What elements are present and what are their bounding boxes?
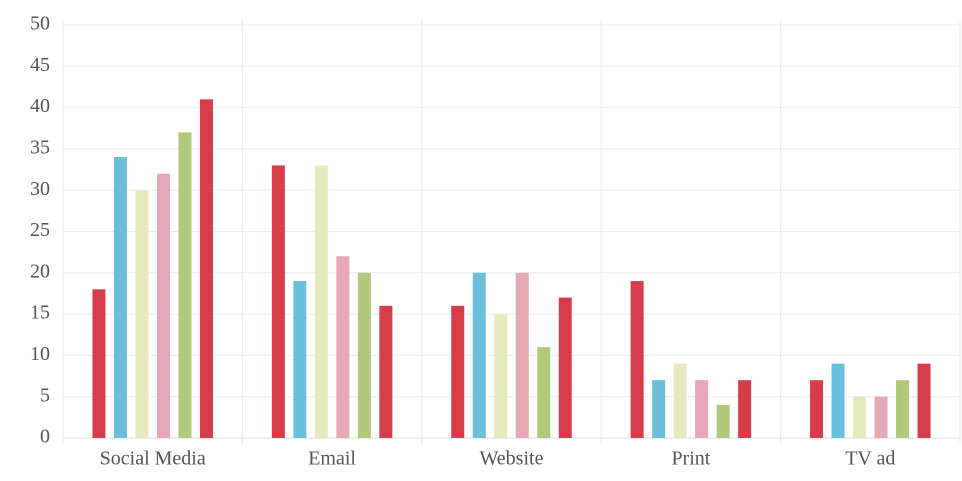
bar: [314, 165, 328, 439]
y-tick-label: 45: [30, 54, 50, 76]
bar: [810, 380, 824, 438]
y-tick-label: 20: [30, 260, 50, 282]
bar: [738, 380, 752, 438]
y-tick-label: 15: [30, 302, 50, 324]
bar: [357, 272, 371, 438]
bar: [537, 347, 551, 438]
y-tick-label: 40: [30, 95, 50, 117]
y-tick-label: 25: [30, 219, 50, 241]
bar: [652, 380, 666, 438]
y-tick-label: 50: [30, 13, 50, 35]
x-tick-label: TV ad: [845, 448, 895, 470]
bar: [831, 363, 845, 438]
bar: [695, 380, 709, 438]
x-tick-label: Website: [480, 448, 544, 470]
bar: [853, 396, 867, 438]
bar: [494, 314, 508, 438]
bar: [716, 404, 730, 438]
bar: [113, 157, 127, 438]
x-tick-label: Social Media: [100, 448, 206, 470]
bar: [156, 173, 170, 438]
bar: [271, 165, 285, 439]
bar: [451, 305, 465, 438]
x-tick-label: Email: [308, 448, 356, 470]
bar: [293, 281, 307, 438]
y-tick-label: 10: [30, 343, 50, 365]
bar: [673, 363, 687, 438]
bar: [558, 297, 572, 438]
y-tick-label: 30: [30, 178, 50, 200]
bar: [917, 363, 931, 438]
y-tick-label: 5: [40, 384, 50, 406]
bar: [178, 132, 192, 438]
bar: [874, 396, 888, 438]
y-tick-label: 35: [30, 136, 50, 158]
bar: [379, 305, 393, 438]
bar: [199, 99, 213, 438]
bar: [135, 190, 149, 438]
bar: [472, 272, 486, 438]
bar: [92, 289, 106, 438]
bar: [336, 256, 350, 438]
bar: [896, 380, 910, 438]
y-tick-label: 0: [40, 426, 50, 448]
bar: [515, 272, 529, 438]
x-tick-label: Print: [671, 448, 710, 470]
bar: [630, 281, 644, 438]
